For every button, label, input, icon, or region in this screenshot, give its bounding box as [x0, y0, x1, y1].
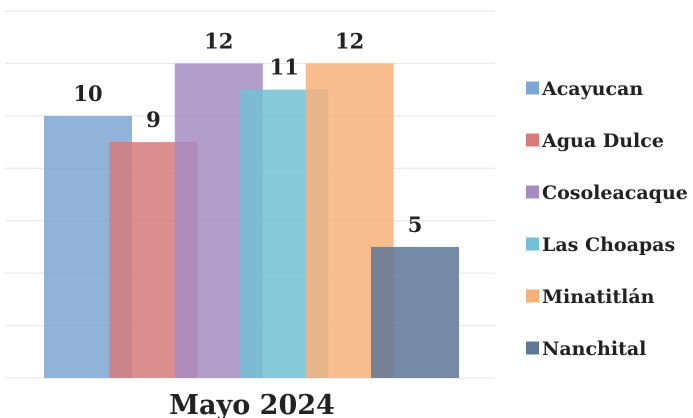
legend-swatch: [526, 237, 539, 251]
legend-item: Nanchital: [526, 338, 646, 360]
data-label: 11: [270, 55, 299, 80]
legend-item: Agua Dulce: [526, 130, 664, 152]
legend: Acayucan Agua Dulce Cosoleacaque Las Choapa…: [526, 78, 688, 360]
data-label: 5: [408, 212, 423, 237]
data-label: 12: [204, 28, 233, 53]
legend-label: Cosoleacaque: [542, 182, 688, 204]
legend-label: Las Choapas: [542, 234, 675, 256]
x-axis-category-label: Mayo 2024: [169, 390, 335, 418]
bar-nanchital: [371, 246, 459, 378]
legend-item: Cosoleacaque: [526, 182, 688, 204]
legend-swatch: [526, 185, 539, 199]
legend-label: Nanchital: [542, 338, 646, 360]
legend-label: Agua Dulce: [541, 130, 664, 152]
legend-item: Las Choapas: [526, 234, 675, 256]
legend-label: Minatitlán: [542, 286, 655, 308]
data-labels: 10 9 12 11 12 5: [73, 28, 422, 237]
legend-swatch: [526, 289, 539, 303]
data-label: 12: [335, 28, 364, 53]
legend-label: Acayucan: [541, 78, 643, 100]
legend-swatch: [526, 81, 539, 95]
data-label: 9: [146, 107, 161, 132]
data-label: 10: [73, 81, 102, 106]
bars: [44, 63, 459, 379]
legend-swatch: [526, 341, 539, 355]
legend-item: Minatitlán: [526, 286, 655, 308]
legend-item: Acayucan: [526, 78, 643, 100]
legend-swatch: [526, 133, 539, 147]
